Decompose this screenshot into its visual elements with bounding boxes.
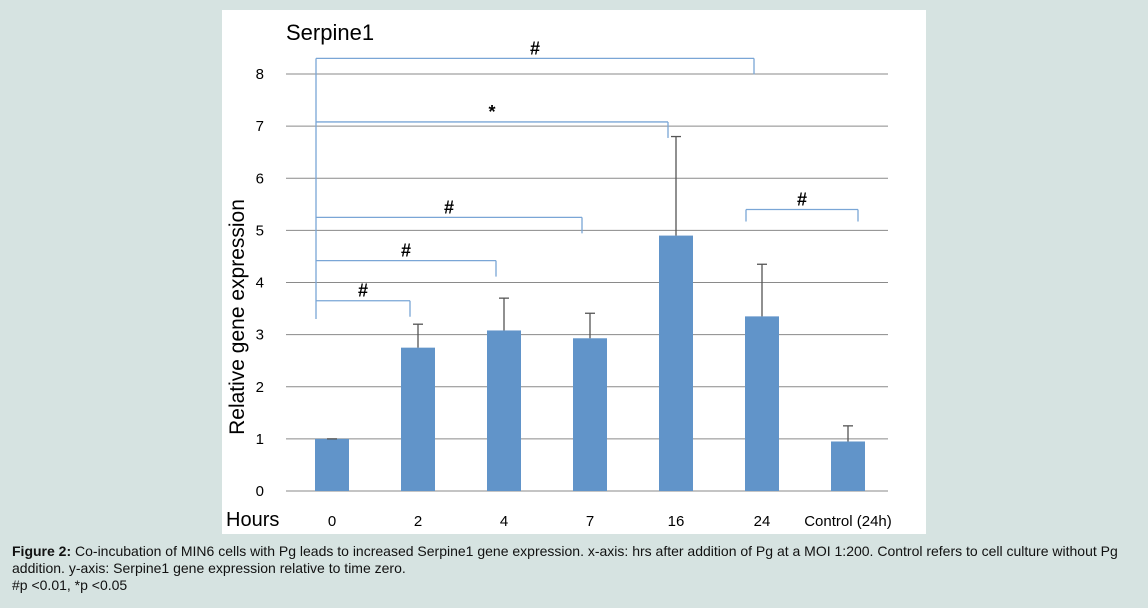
significance-bracket: #: [316, 197, 583, 234]
significance-bracket: #: [316, 38, 755, 75]
significance-label: #: [358, 281, 368, 301]
x-tick-label: 16: [668, 513, 685, 530]
y-tick-labels: 0 1 2 3 4 5 6 7 8: [256, 66, 264, 500]
y-tick-label: 8: [256, 66, 264, 83]
x-tick-label: 24: [754, 513, 771, 530]
y-axis-title: Relative gene expression: [226, 199, 249, 435]
y-tick-label: 2: [256, 379, 264, 396]
y-tick-label: 0: [256, 483, 264, 500]
bar: [573, 338, 607, 491]
caption-body: Co-incubation of MIN6 cells with Pg lead…: [12, 543, 1118, 576]
significance-label: #: [797, 190, 807, 210]
y-tick-label: 4: [256, 275, 264, 292]
x-tick-label: Control (24h): [804, 513, 892, 530]
x-axis-title: Hours: [226, 509, 279, 531]
y-tick-label: 5: [256, 222, 264, 239]
bar: [659, 235, 693, 491]
y-tick-label: 7: [256, 118, 264, 135]
bar: [401, 347, 435, 491]
x-tick-label: 2: [414, 513, 422, 530]
caption-text: Figure 2: Co-incubation of MIN6 cells wi…: [12, 543, 1140, 577]
grid-lines: [286, 73, 888, 492]
significance-bracket: *: [316, 102, 669, 138]
y-tick-label: 6: [256, 170, 264, 187]
significance-bracket: #: [316, 281, 411, 317]
y-tick-label: 1: [256, 431, 264, 448]
x-tick-label: 4: [500, 513, 508, 530]
significance-label: #: [444, 197, 454, 217]
significance-brackets: # # # * # #: [315, 38, 859, 319]
bar: [831, 441, 865, 491]
x-tick-labels: 0 2 4 7 16 24 Control (24h): [328, 513, 892, 530]
bars: [315, 235, 865, 491]
caption-label: Figure 2:: [12, 543, 72, 559]
significance-bracket: #: [745, 190, 859, 222]
bar: [745, 316, 779, 491]
x-tick-label: 0: [328, 513, 336, 530]
significance-label: #: [530, 38, 540, 58]
significance-label: *: [488, 102, 495, 122]
bar: [487, 330, 521, 491]
error-bars: [327, 135, 853, 442]
significance-label: #: [401, 241, 411, 261]
bar: [315, 438, 349, 491]
chart-title: Serpine1: [286, 20, 374, 45]
caption-footnote: #p <0.01, *p <0.05: [12, 577, 128, 593]
significance-bracket: #: [316, 241, 497, 277]
y-tick-label: 3: [256, 327, 264, 344]
figure-caption: Figure 2: Co-incubation of MIN6 cells wi…: [12, 543, 1140, 594]
x-tick-label: 7: [586, 513, 594, 530]
